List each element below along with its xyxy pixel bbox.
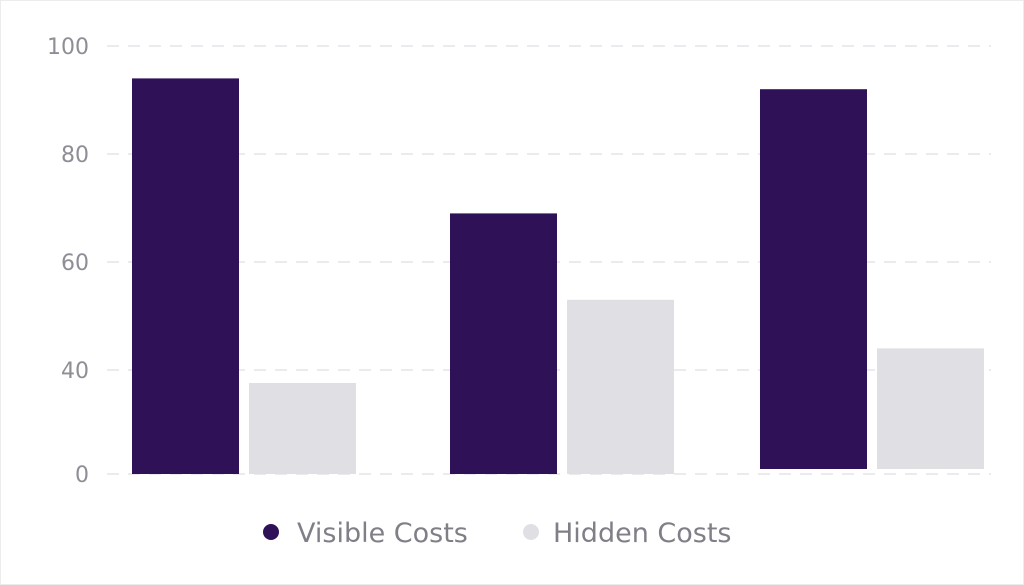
y-tick-label: 100	[47, 35, 89, 60]
y-tick-label: 0	[75, 463, 89, 488]
visible-cost-bar	[760, 89, 867, 469]
legend-hidden-costs-marker	[523, 524, 539, 540]
visible-cost-bar	[132, 78, 239, 475]
legend-visible-costs-marker	[263, 524, 279, 540]
visible-cost-bar	[450, 213, 557, 474]
y-axis: 100 80 60 40 0	[47, 35, 89, 488]
hidden-cost-bar	[249, 383, 356, 474]
hidden-cost-bar	[567, 299, 674, 474]
legend-hidden-costs-label: Hidden Costs	[553, 518, 731, 549]
y-tick-label: 40	[61, 359, 89, 384]
bars	[132, 78, 984, 475]
legend: Visible Costs Hidden Costs	[263, 518, 731, 549]
y-tick-label: 60	[61, 251, 89, 276]
y-tick-label: 80	[61, 143, 89, 168]
legend-visible-costs-label: Visible Costs	[297, 518, 468, 549]
hidden-cost-bar	[877, 348, 984, 469]
